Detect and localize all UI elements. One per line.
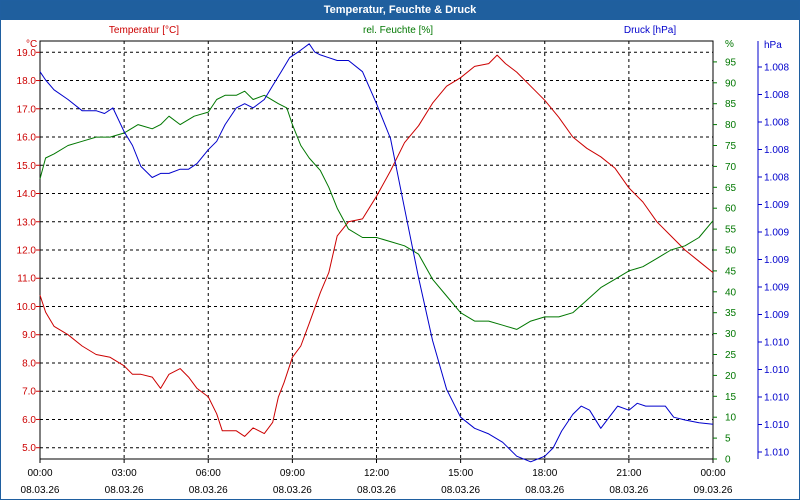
x-tick-date: 08.03.26 [273, 485, 312, 496]
hum-tick-label: 70 [725, 162, 737, 173]
hum-tick-label: 55 [725, 225, 737, 236]
x-tick-time: 03:00 [112, 468, 137, 479]
axes [36, 40, 762, 463]
temp-tick-label: 11.0 [17, 274, 36, 285]
pressure-tick-label: 1.010 [764, 338, 789, 349]
temp-tick-label: 13.0 [17, 217, 37, 228]
temp-tick-label: 8.0 [22, 358, 36, 369]
pressure-tick-label: 1.008 [764, 63, 789, 74]
temperature-line [39, 54, 714, 437]
pressure-tick-label: 1.009 [764, 310, 789, 321]
series-lines [39, 43, 714, 463]
hum-tick-label: 50 [725, 246, 737, 257]
humidity-line [39, 90, 714, 330]
pressure-tick-label: 1.009 [764, 228, 789, 239]
x-tick-time: 15:00 [448, 468, 473, 479]
x-tick-time: 18:00 [532, 468, 557, 479]
x-tick-time: 00:00 [27, 468, 52, 479]
temp-tick-label: 16.0 [17, 133, 37, 144]
pressure-tick-label: 1.008 [764, 173, 789, 184]
temp-tick-label: 7.0 [22, 387, 36, 398]
hum-tick-label: 85 [725, 99, 737, 110]
hum-tick-label: 40 [725, 287, 737, 298]
pressure-tick-label: 1.008 [764, 90, 789, 101]
axis-labels: 00:00 08.03.26 03:00 08.03.26 06:00 08.03.26 0… [17, 25, 790, 496]
grid [40, 41, 713, 459]
pressure-tick-label: 1.010 [764, 393, 789, 404]
x-tick-time: 21:00 [616, 468, 641, 479]
pressure-tick-label: 1.009 [764, 200, 789, 211]
pressure-line [39, 43, 714, 463]
x-tick-time: 06:00 [196, 468, 221, 479]
x-tick-date: 09.03.26 [694, 485, 733, 496]
pressure-axis-title: Druck [hPa] [624, 25, 676, 36]
window-title: Temperatur, Feuchte & Druck [1, 1, 799, 20]
temp-tick-label: 10.0 [17, 302, 37, 313]
hum-tick-label: 20 [725, 371, 737, 382]
hum-tick-label: 60 [725, 204, 737, 215]
hum-unit-label: % [725, 39, 734, 50]
hum-tick-label: 35 [725, 308, 737, 319]
pressure-tick-label: 1.008 [764, 145, 789, 156]
temp-tick-label: 15.0 [17, 161, 37, 172]
hum-tick-label: 90 [725, 78, 737, 89]
hum-tick-label: 15 [725, 392, 737, 403]
pressure-tick-label: 1.010 [764, 420, 789, 431]
hum-tick-label: 0 [725, 455, 731, 466]
hum-tick-label: 75 [725, 141, 737, 152]
temp-tick-label: 14.0 [17, 189, 37, 200]
x-tick-date: 08.03.26 [441, 485, 480, 496]
temp-tick-label: 5.0 [22, 443, 36, 454]
x-tick-date: 08.03.26 [189, 485, 228, 496]
hum-tick-label: 80 [725, 120, 737, 131]
x-tick-time: 09:00 [280, 468, 305, 479]
x-tick-time: 12:00 [364, 468, 389, 479]
pressure-tick-label: 1.009 [764, 283, 789, 294]
x-tick-date: 08.03.26 [21, 485, 60, 496]
hum-tick-label: 45 [725, 266, 737, 277]
x-tick-date: 08.03.26 [525, 485, 564, 496]
x-tick-date: 08.03.26 [105, 485, 144, 496]
pressure-unit-label: hPa [764, 40, 782, 51]
temp-tick-label: 17.0 [17, 104, 37, 115]
pressure-tick-label: 1.010 [764, 448, 789, 459]
temp-tick-label: 6.0 [22, 415, 36, 426]
temp-tick-label: 18.0 [17, 76, 37, 87]
hum-tick-label: 25 [725, 350, 737, 361]
hum-tick-label: 10 [725, 413, 737, 424]
hum-tick-label: 95 [725, 57, 737, 68]
x-tick-date: 08.03.26 [357, 485, 396, 496]
hum-tick-label: 65 [725, 183, 737, 194]
hum-tick-label: 5 [725, 434, 731, 445]
pressure-tick-label: 1.009 [764, 255, 789, 266]
hum-tick-label: 30 [725, 329, 737, 340]
x-tick-date: 08.03.26 [609, 485, 648, 496]
hum-axis-title: rel. Feuchte [%] [363, 25, 433, 36]
temp-tick-label: 19.0 [17, 48, 37, 59]
temp-tick-label: 12.0 [17, 246, 37, 257]
pressure-tick-label: 1.008 [764, 118, 789, 129]
pressure-tick-label: 1.010 [764, 365, 789, 376]
temp-tick-label: 9.0 [22, 330, 36, 341]
x-tick-time: 00:00 [700, 468, 725, 479]
temp-unit-label: °C [26, 39, 37, 50]
temp-axis-title: Temperatur [°C] [109, 25, 179, 36]
